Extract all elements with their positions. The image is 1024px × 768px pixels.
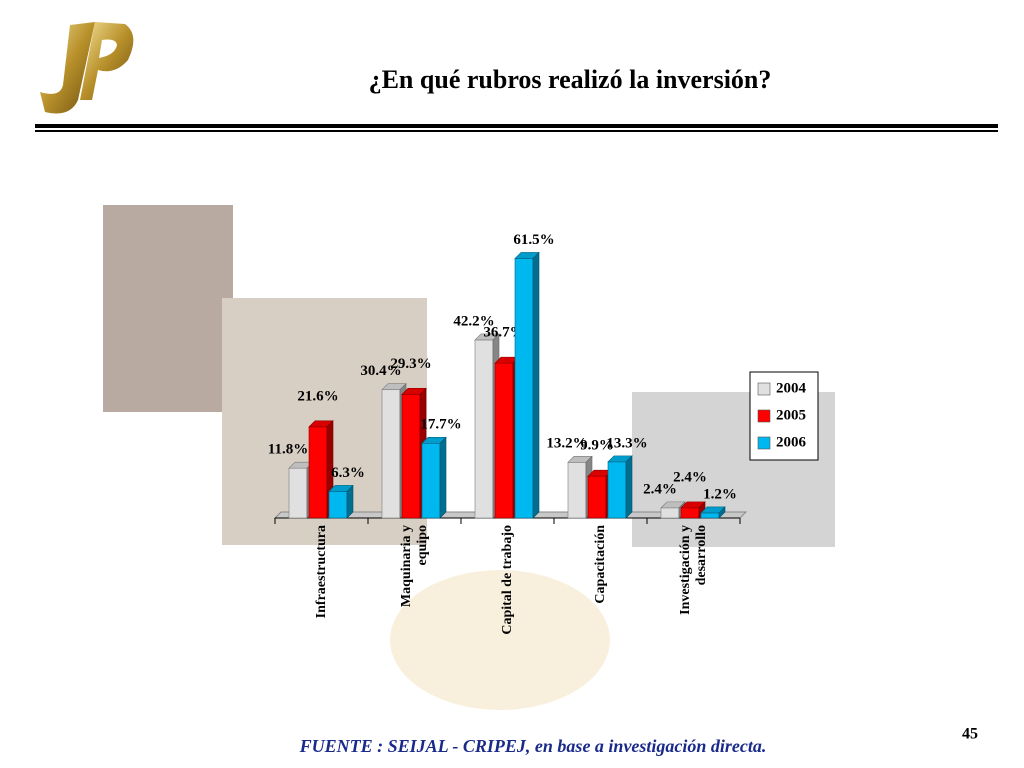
- bar-front: [421, 443, 441, 519]
- bar: [607, 455, 633, 519]
- value-label: 13.2%: [546, 436, 587, 452]
- value-label: 29.3%: [390, 356, 431, 372]
- x-tick-label: Investigación y desarrollo: [677, 525, 709, 615]
- value-label: 13.3%: [606, 435, 647, 451]
- bar-front: [328, 491, 348, 519]
- value-label: 6.3%: [331, 465, 365, 481]
- bar: [700, 506, 726, 519]
- value-label: 9.9%: [580, 438, 614, 454]
- value-label: 61.5%: [513, 232, 554, 248]
- photo: [103, 205, 233, 412]
- bar-front: [607, 461, 627, 519]
- legend-swatch: [757, 436, 771, 450]
- x-tick-label: Maquinaria y equipo: [398, 525, 430, 608]
- value-label: 11.8%: [268, 442, 308, 458]
- bar-front: [514, 258, 534, 519]
- source: FUENTE : SEIJAL - CRIPEJ, en base a inve…: [299, 736, 767, 756]
- rule: [35, 124, 998, 128]
- bar-front: [680, 507, 700, 519]
- value-label: 36.7%: [483, 325, 524, 341]
- x-tick-label: Capital de trabajo: [499, 525, 515, 635]
- bar: [328, 484, 354, 519]
- bar-front: [308, 426, 328, 519]
- legend-label: 2006: [776, 434, 807, 450]
- value-label: 1.2%: [703, 486, 737, 502]
- bar: [421, 436, 447, 519]
- background-image: [390, 570, 610, 710]
- value-label: 2.4%: [673, 469, 707, 485]
- bar-front: [288, 467, 308, 519]
- bar-side: [346, 484, 354, 519]
- legend-swatch: [757, 382, 771, 396]
- page-number: 45: [962, 726, 978, 743]
- value-label: 42.2%: [453, 313, 494, 329]
- x-tick-label: Infraestructura: [313, 525, 329, 619]
- bar-side: [532, 251, 540, 519]
- rule: [35, 130, 998, 132]
- bar-front: [494, 362, 514, 519]
- chart-title: ¿En qué rubros realizó la inversión?: [369, 65, 772, 94]
- value-label: 30.4%: [360, 363, 401, 379]
- legend-label: 2004: [776, 380, 807, 396]
- legend-label: 2005: [776, 407, 806, 423]
- value-label: 17.7%: [420, 417, 461, 433]
- bar-front: [381, 389, 401, 519]
- bar-front: [474, 339, 494, 519]
- logo: [40, 22, 134, 114]
- value-label: 2.4%: [643, 481, 677, 497]
- bar: [514, 251, 540, 519]
- bar-front: [587, 475, 607, 519]
- bar-front: [567, 461, 587, 519]
- bar-side: [439, 436, 447, 519]
- bar-front: [660, 507, 680, 519]
- bar-side: [625, 455, 633, 519]
- legend-swatch: [757, 409, 771, 423]
- x-tick-label: Capacitación: [592, 525, 608, 604]
- bar-front: [700, 512, 720, 519]
- bar: [288, 461, 314, 519]
- bar: [680, 501, 706, 519]
- bar-front: [401, 394, 421, 519]
- bar-side: [718, 506, 726, 519]
- value-label: 21.6%: [297, 388, 338, 404]
